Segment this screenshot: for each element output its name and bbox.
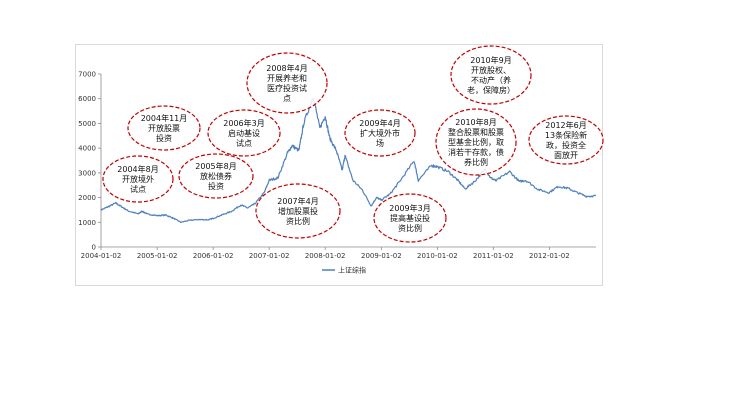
series-line-shanghai-composite <box>100 98 597 224</box>
annotation-ellipse <box>127 105 201 151</box>
annotation-ellipse <box>373 193 447 243</box>
annotation-ellipse <box>344 109 416 157</box>
annotation-ellipse <box>178 153 254 199</box>
y-tick-label: 1000 <box>78 219 96 227</box>
annotation-text: 2007年4月 <box>277 196 318 206</box>
legend-label: 上证综指 <box>338 266 366 275</box>
annotation-text: 启动基设 <box>228 128 260 138</box>
annotation-text: 2009年4月 <box>359 118 400 128</box>
x-tick-label: 2006-01-02 <box>193 252 234 260</box>
annotation-text: 政，投资全 <box>546 140 586 150</box>
annotation-text: 投资 <box>208 181 224 191</box>
annotation-ellipse <box>435 108 517 176</box>
annotation-ellipse <box>246 52 328 114</box>
annotation-text: 试点 <box>130 184 146 194</box>
annotation-text: 不动产（养 <box>471 75 511 85</box>
annotation-text: 医疗投资试 <box>267 83 307 93</box>
y-tick-label: 3000 <box>78 169 96 177</box>
annotation-text: 试点 <box>236 138 252 148</box>
annotation-text: 2010年8月 <box>455 117 496 127</box>
y-tick-label: 4000 <box>78 145 96 153</box>
annotation-text: 投资 <box>156 133 172 143</box>
x-tick-label: 2010-01-02 <box>417 252 458 260</box>
annotation-text: 放松债券 <box>200 171 232 181</box>
annotation-text: 2008年4月 <box>266 63 307 73</box>
annotation-text: 提高基设投 <box>390 213 430 223</box>
annotation-text: 开展养老和 <box>267 73 307 83</box>
annotation-text: 2009年3月 <box>389 203 430 213</box>
annotation-text: 资比例 <box>398 223 422 233</box>
annotation-text: 点 <box>283 94 291 103</box>
annotation-text: 场 <box>376 139 384 148</box>
annotation-text: 增加股票投 <box>278 206 318 216</box>
annotation-text: 面放开 <box>554 150 578 160</box>
annotation-ellipse <box>102 155 174 203</box>
annotation-text: 13条保险新 <box>545 130 587 140</box>
annotation-text: 2004年11月 <box>141 113 188 123</box>
y-tick-label: 6000 <box>78 95 96 103</box>
annotation-text: 开放股票 <box>148 123 180 133</box>
x-tick-label: 2004-01-02 <box>81 252 122 260</box>
annotation-text: 消若干存款，债 <box>448 147 504 157</box>
annotation-text: 老，保障房） <box>467 85 515 95</box>
y-tick-label: 2000 <box>78 194 96 202</box>
y-tick-label: 0 <box>92 244 96 252</box>
annotation-ellipse <box>528 115 604 165</box>
annotation-text: 整合股票和股票 <box>448 127 504 137</box>
annotation-text: 型基金比例，取 <box>448 137 504 147</box>
x-tick-label: 2011-01-02 <box>473 252 514 260</box>
annotation-text: 开放股权、 <box>471 65 511 75</box>
x-tick-label: 2012-01-02 <box>529 252 570 260</box>
annotation-text: 2010年9月 <box>470 55 511 65</box>
annotation-text: 扩大境外市 <box>360 128 400 138</box>
y-tick-label: 5000 <box>78 120 96 128</box>
annotation-ellipse <box>450 45 532 105</box>
annotation-ellipse <box>255 183 341 239</box>
annotation-text: 2004年8月 <box>117 164 158 174</box>
annotation-text: 2005年8月 <box>195 161 236 171</box>
annotation-text: 资比例 <box>286 216 310 226</box>
x-tick-label: 2007-01-02 <box>249 252 290 260</box>
annotation-text: 2012年6月 <box>545 120 586 130</box>
annotation-ellipse <box>207 109 281 157</box>
y-tick-label: 7000 <box>78 71 96 79</box>
x-tick-label: 2005-01-02 <box>137 252 178 260</box>
x-tick-label: 2008-01-02 <box>305 252 346 260</box>
annotation-text: 开放境外 <box>122 174 154 184</box>
annotation-text: 券比例 <box>464 157 488 167</box>
x-tick-label: 2009-01-02 <box>361 252 402 260</box>
annotation-text: 2006年3月 <box>223 118 264 128</box>
